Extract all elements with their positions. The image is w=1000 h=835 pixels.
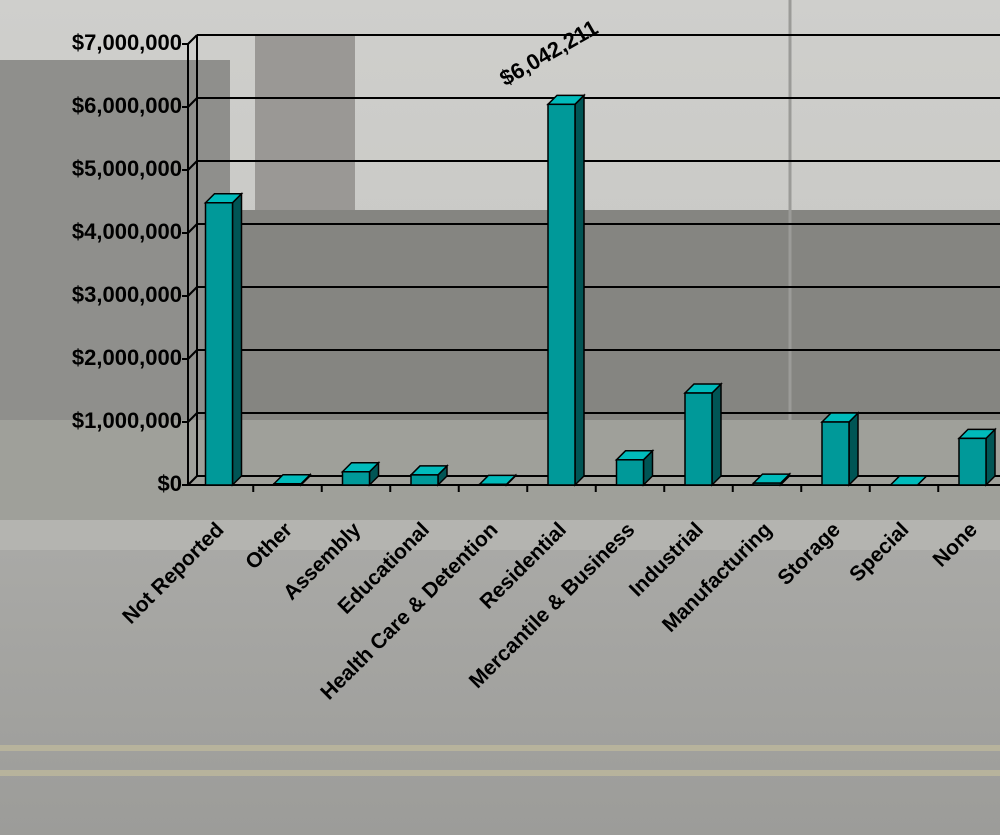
y-tick-label: $2,000,000 xyxy=(72,345,182,370)
y-tick-label: $3,000,000 xyxy=(72,282,182,307)
y-tick-label: $6,000,000 xyxy=(72,93,182,118)
tick-mark xyxy=(187,475,198,486)
bar xyxy=(684,392,713,486)
bar xyxy=(273,482,302,486)
tick-mark xyxy=(187,412,198,423)
y-tick-label: $1,000,000 xyxy=(72,408,182,433)
bar xyxy=(410,474,439,486)
bar-side xyxy=(231,191,243,487)
bar xyxy=(821,421,850,486)
tick-mark xyxy=(187,97,198,108)
tick-mark xyxy=(187,160,198,171)
bar-side xyxy=(711,382,722,487)
y-tick-label: $7,000,000 xyxy=(72,30,182,55)
bar xyxy=(478,483,508,486)
bar-side xyxy=(848,411,859,487)
y-tick-label: $4,000,000 xyxy=(72,219,182,244)
bar-top xyxy=(888,475,929,486)
bar xyxy=(204,202,234,486)
tick-mark xyxy=(187,349,198,360)
tick-mark xyxy=(187,286,198,297)
y-tick-label: $0 xyxy=(158,471,182,496)
tick-mark xyxy=(187,34,198,45)
bar xyxy=(615,459,645,486)
bar xyxy=(752,482,782,486)
bar xyxy=(958,437,987,486)
bar xyxy=(547,103,576,486)
y-tick-label: $5,000,000 xyxy=(72,156,182,181)
bar xyxy=(341,471,371,486)
tick-mark xyxy=(187,223,198,234)
bar-side xyxy=(574,93,585,487)
